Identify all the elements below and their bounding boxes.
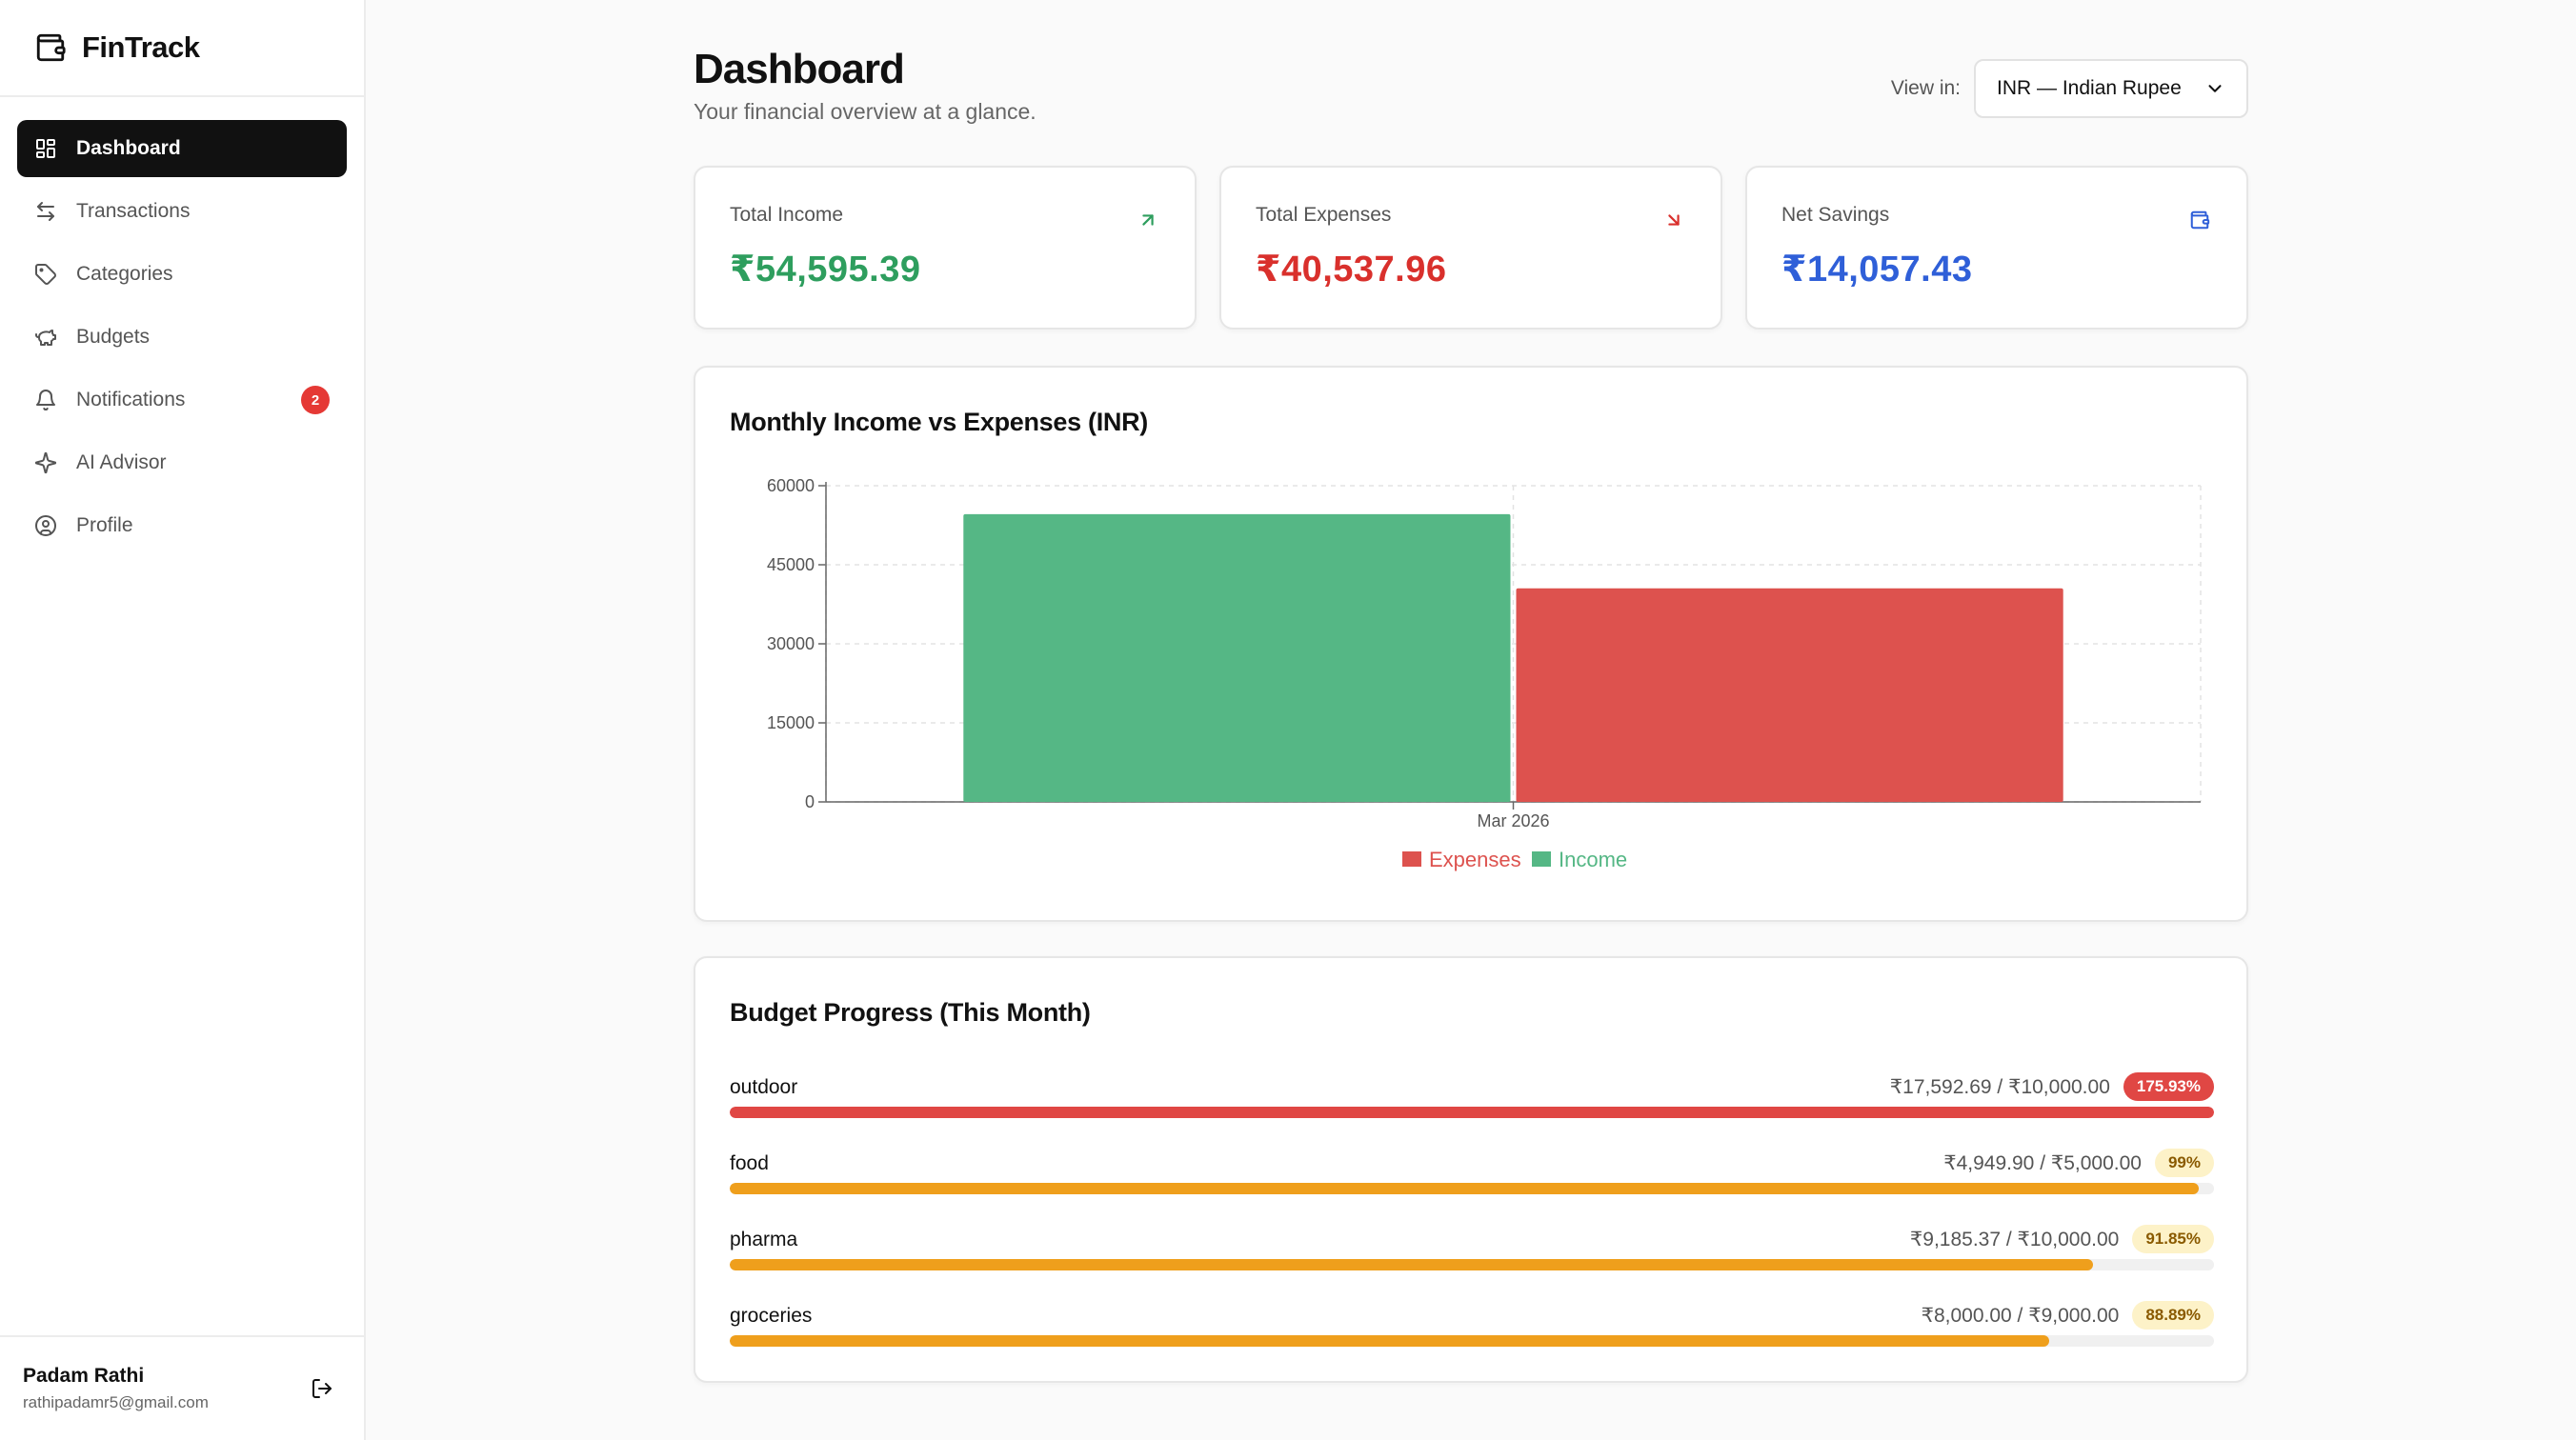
budget-progress-track <box>730 1335 2214 1347</box>
x-tick-label: Mar 2026 <box>1477 811 1549 830</box>
budget-progress-fill <box>730 1107 2214 1118</box>
chart-title: Monthly Income vs Expenses (INR) <box>730 408 1148 436</box>
budget-progress-card: Budget Progress (This Month) outdoor ₹17,… <box>694 956 2248 1383</box>
arrow-up-right-icon <box>1142 214 1154 226</box>
budget-meta: ₹9,185.37 / ₹10,000.00 91.85% <box>1910 1225 2214 1253</box>
y-tick-label: 0 <box>805 792 815 811</box>
budget-meta: ₹8,000.00 / ₹9,000.00 88.89% <box>1922 1301 2214 1330</box>
budget-progress-track <box>730 1259 2214 1270</box>
income-expenses-chart-card: Monthly Income vs Expenses (INR) 0 15000 3… <box>694 366 2248 922</box>
budget-amount: ₹17,592.69 / ₹10,000.00 <box>1889 1075 2110 1098</box>
budget-row-pharma: pharma ₹9,185.37 / ₹10,000.00 91.85% <box>730 1225 2214 1290</box>
budget-progress-track <box>730 1107 2214 1118</box>
user-name: Padam Rathi <box>23 1365 145 1387</box>
sidebar-item-ai-advisor[interactable]: AI Advisor <box>17 434 347 491</box>
budget-percent-badge: 175.93% <box>2123 1072 2214 1101</box>
sidebar-item-label: Transactions <box>76 200 191 222</box>
currency-selected-value: INR — Indian Rupee <box>1997 77 2182 99</box>
budget-row-outdoor: outdoor ₹17,592.69 / ₹10,000.00 175.93% <box>730 1072 2214 1137</box>
budget-row-groceries: groceries ₹8,000.00 / ₹9,000.00 88.89% <box>730 1301 2214 1366</box>
sidebar-item-profile[interactable]: Profile <box>17 497 347 554</box>
sidebar-item-label: Categories <box>76 263 173 285</box>
legend-label-expenses: Expenses <box>1429 848 1521 871</box>
main-content: Dashboard Your financial overview at a g… <box>366 0 2576 1440</box>
budget-percent-badge: 91.85% <box>2132 1225 2214 1253</box>
page-title: Dashboard <box>694 46 905 92</box>
y-tick-label: 45000 <box>767 555 815 574</box>
bar-expenses <box>1516 588 2063 802</box>
brand[interactable]: FinTrack <box>0 0 364 97</box>
sidebar-item-label: Budgets <box>76 326 151 348</box>
budget-progress-fill <box>730 1183 2200 1194</box>
total-income-card: Total Income ₹54,595.39 <box>694 166 1197 330</box>
view-in-label: View in: <box>1890 77 1961 99</box>
budget-progress-fill <box>730 1259 2094 1270</box>
y-tick-label: 60000 <box>767 476 815 495</box>
arrow-down-right-icon <box>1668 214 1680 226</box>
chevron-down-icon <box>2208 85 2222 92</box>
budget-name: groceries <box>730 1305 813 1327</box>
logout-icon <box>312 1379 332 1398</box>
net-savings-card: Net Savings ₹14,057.43 <box>1745 166 2248 330</box>
budget-amount: ₹8,000.00 / ₹9,000.00 <box>1921 1304 2120 1327</box>
stat-value: ₹40,537.96 <box>1256 250 1447 290</box>
user-email: rathipadamr5@gmail.com <box>23 1393 209 1411</box>
sparkles-icon <box>34 451 57 474</box>
budget-name: food <box>730 1152 769 1174</box>
budget-name: outdoor <box>730 1076 798 1098</box>
stat-value: ₹54,595.39 <box>730 250 921 290</box>
bell-icon <box>36 390 55 411</box>
y-tick-label: 15000 <box>767 713 815 732</box>
sidebar-item-budgets[interactable]: Budgets <box>17 309 347 366</box>
brand-name: FinTrack <box>82 30 200 64</box>
budget-percent-badge: 99% <box>2154 1149 2214 1177</box>
currency-selector: View in: INR — Indian Rupee <box>1891 59 2248 118</box>
page-header: Dashboard Your financial overview at a g… <box>694 46 2248 131</box>
budget-amount: ₹4,949.90 / ₹5,000.00 <box>1943 1151 2142 1174</box>
tag-icon <box>35 264 56 285</box>
piggy-bank-icon <box>35 330 56 346</box>
budget-meta: ₹17,592.69 / ₹10,000.00 175.93% <box>1890 1072 2214 1101</box>
sidebar-nav: Dashboard Transactions Categories Budget… <box>0 97 364 577</box>
budget-name: pharma <box>730 1229 798 1250</box>
legend-label-income: Income <box>1559 848 1627 871</box>
currency-select[interactable]: INR — Indian Rupee <box>1974 59 2248 118</box>
stat-label: Total Expenses <box>1256 204 1392 226</box>
budget-meta: ₹4,949.90 / ₹5,000.00 99% <box>1943 1149 2214 1177</box>
notification-count-badge: 2 <box>301 386 330 414</box>
user-info: Padam Rathi rathipadamr5@gmail.com <box>23 1365 209 1412</box>
sidebar-item-label: AI Advisor <box>76 451 167 473</box>
sidebar-item-label: Dashboard <box>76 137 181 159</box>
stat-label: Net Savings <box>1781 204 1890 226</box>
user-footer: Padam Rathi rathipadamr5@gmail.com <box>0 1335 364 1440</box>
legend-swatch-expenses <box>1402 851 1421 867</box>
sidebar: FinTrack Dashboard Transactions Categori… <box>0 0 366 1440</box>
page-subtitle: Your financial overview at a glance. <box>694 99 1036 124</box>
user-circle-icon <box>35 515 56 536</box>
y-tick-label: 30000 <box>767 634 815 653</box>
logout-button[interactable] <box>303 1370 341 1408</box>
sidebar-item-label: Notifications <box>76 389 186 410</box>
sidebar-item-notifications[interactable]: Notifications 2 <box>17 371 347 429</box>
total-expenses-card: Total Expenses ₹40,537.96 <box>1219 166 1722 330</box>
sidebar-item-transactions[interactable]: Transactions <box>17 183 347 240</box>
sidebar-item-dashboard[interactable]: Dashboard <box>17 120 347 177</box>
wallet-icon <box>2190 210 2210 230</box>
arrows-left-right-icon <box>37 202 54 221</box>
income-expenses-bar-chart: 0 15000 30000 45000 60000 Mar 2026 Expenses Inc… <box>767 476 2202 871</box>
dashboard-grid-icon <box>36 139 55 158</box>
stat-value: ₹14,057.43 <box>1781 250 1973 290</box>
budget-title: Budget Progress (This Month) <box>730 998 1091 1027</box>
wallet-logo-icon <box>36 33 66 62</box>
budget-progress-fill <box>730 1335 2049 1347</box>
budget-progress-track <box>730 1183 2214 1194</box>
legend-swatch-income <box>1532 851 1551 867</box>
budget-amount: ₹9,185.37 / ₹10,000.00 <box>1909 1228 2120 1250</box>
sidebar-item-categories[interactable]: Categories <box>17 246 347 303</box>
budget-percent-badge: 88.89% <box>2132 1301 2214 1330</box>
sidebar-item-label: Profile <box>76 514 133 536</box>
stat-label: Total Income <box>730 204 844 226</box>
bar-income <box>963 513 1511 802</box>
budget-row-food: food ₹4,949.90 / ₹5,000.00 99% <box>730 1149 2214 1213</box>
